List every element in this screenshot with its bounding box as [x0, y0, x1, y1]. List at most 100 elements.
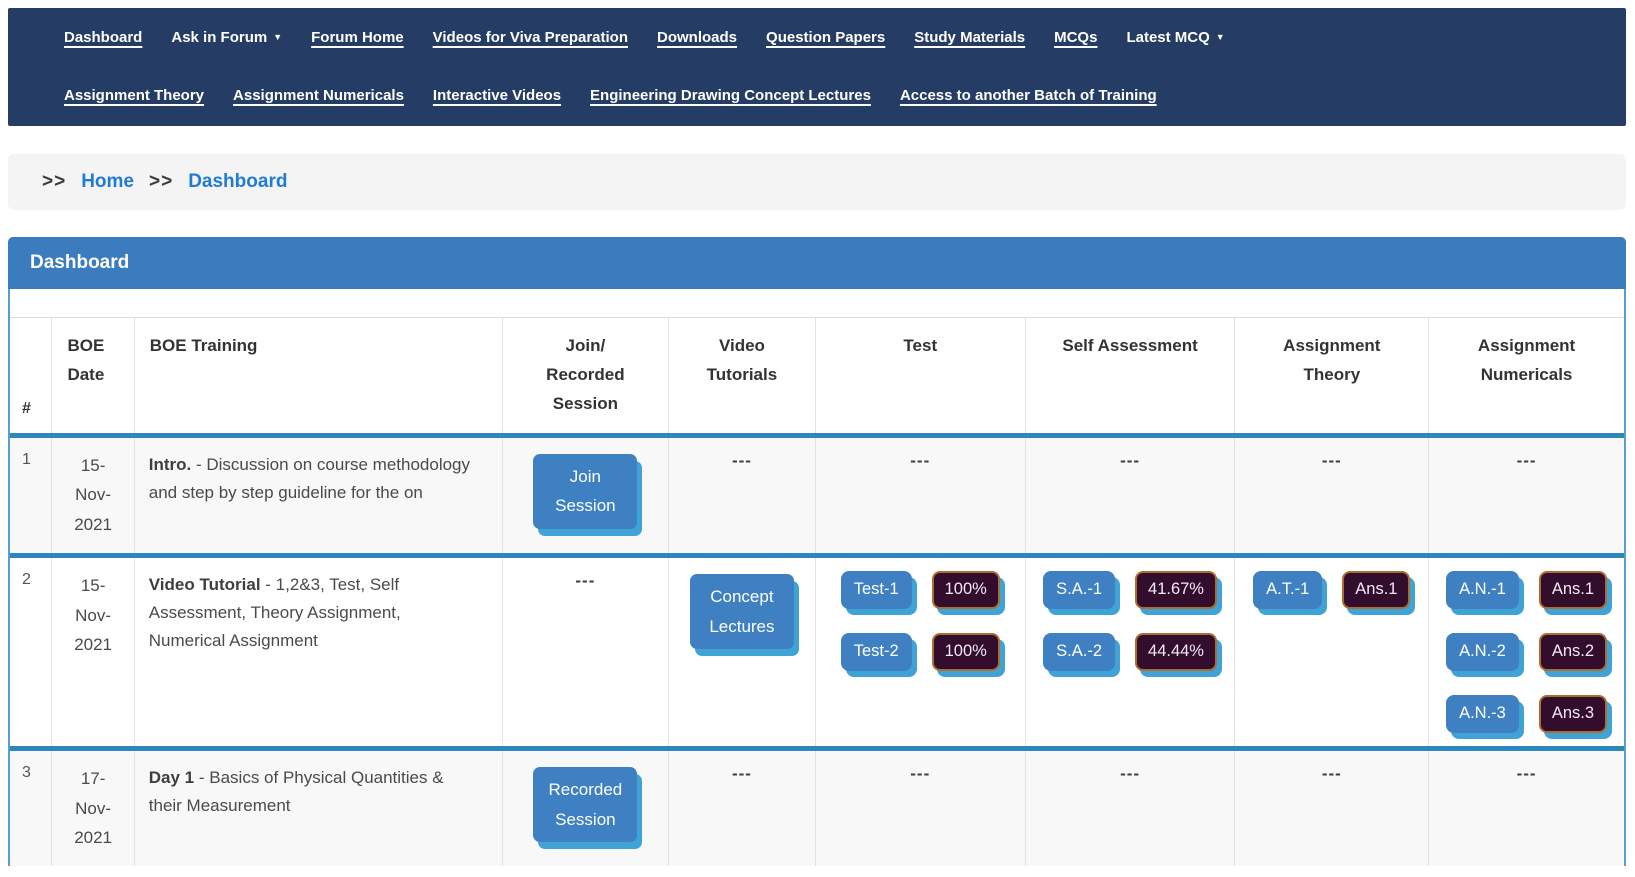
concept-lectures-button[interactable]: Concept Lectures: [689, 573, 794, 650]
assignment-theory-cell: A.T.-1 Ans.1: [1234, 555, 1429, 749]
col-header-boe-training: BOE Training: [133, 317, 503, 436]
col-header-test: Test: [814, 317, 1026, 436]
join-session-button[interactable]: Join Session: [533, 453, 638, 530]
nav-link-label: Videos for Viva Preparation: [432, 29, 629, 46]
training-description: Intro. - Discussion on course methodolog…: [133, 435, 503, 556]
button-pair: A.T.-1 Ans.1: [1243, 570, 1420, 609]
nav-link-assignment-numericals[interactable]: Assignment Numericals: [233, 87, 404, 104]
result-ans-1-button[interactable]: Ans.1: [1342, 570, 1411, 609]
result-41-67-button[interactable]: 41.67%: [1135, 570, 1217, 609]
breadcrumb-link-dashboard[interactable]: Dashboard: [188, 171, 288, 192]
panel-body: # BOE Date BOE Training Join/ Recorded Sess…: [10, 289, 1624, 867]
training-title: Video Tutorial: [148, 574, 261, 594]
button-pair: A.N.-2 Ans.2: [1437, 632, 1616, 671]
assignment-theory-cell: ---: [1234, 435, 1429, 556]
training-detail: - 1,2&3, Test, Self Assessment, Theory A…: [148, 574, 401, 651]
panel-title: Dashboard: [8, 237, 1626, 289]
a-n-2-button[interactable]: A.N.-2: [1446, 632, 1519, 671]
boe-date: 17-Nov-2021: [74, 768, 113, 848]
result-ans-2-button[interactable]: Ans.2: [1538, 632, 1608, 671]
nav-link-dashboard[interactable]: Dashboard: [64, 29, 142, 46]
video-tutorials-cell: ---: [668, 748, 816, 867]
training-description: Day 1 - Basics of Physical Quantities & …: [133, 748, 503, 867]
nav-link-study-materials[interactable]: Study Materials: [914, 29, 1025, 46]
breadcrumb-link-home[interactable]: Home: [81, 171, 134, 192]
button-pair: A.N.-3 Ans.3: [1437, 694, 1616, 733]
boe-date: 15-Nov-2021: [74, 455, 113, 535]
button-pair: S.A.-2 44.44%: [1034, 632, 1227, 671]
nav-link-ask-in-forum[interactable]: Ask in Forum ▼: [171, 29, 282, 46]
button-pair: Test-2 100%: [824, 632, 1017, 671]
nav-link-label: Access to another Batch of Training: [899, 87, 1157, 104]
boe-date: 15-Nov-2021: [74, 575, 113, 655]
a-t-1-button[interactable]: A.T.-1: [1253, 570, 1323, 609]
nav-link-access-to-another-batch-of-training[interactable]: Access to another Batch of Training: [900, 87, 1157, 104]
nav-link-label: Question Papers: [766, 29, 886, 46]
chevron-down-icon: ▼: [273, 32, 283, 42]
a-n-1-button[interactable]: A.N.-1: [1446, 570, 1519, 609]
col-header-video-tutorials: Video Tutorials: [668, 317, 816, 436]
nav-link-assignment-theory[interactable]: Assignment Theory: [64, 87, 204, 104]
table-row: 2 15-Nov-2021 Video Tutorial - 1,2&3, Test…: [10, 555, 1624, 749]
breadcrumb-separator: >>: [149, 171, 174, 192]
nav-link-engineering-drawing-concept-lectures[interactable]: Engineering Drawing Concept Lectures: [590, 87, 871, 104]
s-a-1-button[interactable]: S.A.-1: [1043, 570, 1116, 609]
col-header-assignment-numericals: Assignment Numericals: [1428, 317, 1624, 436]
empty-value: ---: [731, 763, 752, 783]
result-ans-3-button[interactable]: Ans.3: [1538, 694, 1608, 733]
nav-link-interactive-videos[interactable]: Interactive Videos: [433, 87, 561, 104]
col-header-boe-date: BOE Date: [51, 317, 135, 436]
table-header-row: # BOE Date BOE Training Join/ Recorded Sess…: [10, 317, 1624, 436]
test-2-button[interactable]: Test-2: [840, 632, 912, 671]
empty-value: ---: [1120, 763, 1141, 783]
result-ans-1-button[interactable]: Ans.1: [1538, 570, 1608, 609]
session-cell: ---: [501, 555, 669, 749]
nav-link-label: Ask in Forum: [171, 29, 268, 46]
assignment-theory-cell: ---: [1234, 748, 1429, 867]
table-row: 3 17-Nov-2021 Day 1 - Basics of Physical Q…: [10, 748, 1624, 867]
video-tutorials-cell: ---: [668, 435, 816, 556]
session-cell: Recorded Session: [501, 748, 669, 867]
test-1-button[interactable]: Test-1: [840, 570, 912, 609]
table-header: # BOE Date BOE Training Join/ Recorded Sess…: [10, 317, 1624, 436]
boe-date-cell: 17-Nov-2021: [51, 748, 135, 867]
empty-value: ---: [910, 763, 931, 783]
test-cell: ---: [814, 748, 1026, 867]
session-cell: Join Session: [501, 435, 669, 556]
assignment-numericals-cell: A.N.-1 Ans.1 A.N.-2 Ans.2 A.N.-3 Ans.3: [1428, 555, 1624, 749]
nav-link-question-papers[interactable]: Question Papers: [766, 29, 885, 46]
nav-link-label: Downloads: [657, 29, 738, 46]
a-n-3-button[interactable]: A.N.-3: [1446, 694, 1519, 733]
dashboard-panel: Dashboard # BOE Date BOE Training Join/ Rec…: [8, 237, 1626, 867]
nav-link-label: Engineering Drawing Concept Lectures: [590, 87, 871, 104]
navbar-row-primary: Dashboard Ask in Forum ▼ Forum Home Videos f…: [64, 29, 1596, 46]
nav-link-videos-for-viva-preparation[interactable]: Videos for Viva Preparation: [433, 29, 628, 46]
empty-value: ---: [731, 450, 752, 470]
training-detail: - Discussion on course methodology and s…: [148, 454, 471, 502]
nav-link-label: Dashboard: [64, 29, 143, 46]
row-number: 3: [22, 763, 31, 781]
empty-value: ---: [1321, 763, 1342, 783]
empty-value: ---: [575, 570, 596, 590]
result-44-44-button[interactable]: 44.44%: [1135, 632, 1217, 671]
nav-link-label: Interactive Videos: [432, 87, 562, 104]
result-100-button[interactable]: 100%: [931, 570, 1000, 609]
nav-link-downloads[interactable]: Downloads: [657, 29, 737, 46]
test-cell: Test-1 100% Test-2 100%: [814, 555, 1026, 749]
col-header-num: #: [10, 317, 52, 436]
boe-date-cell: 15-Nov-2021: [51, 435, 135, 556]
result-100-button[interactable]: 100%: [931, 632, 1000, 671]
row-number: 2: [22, 570, 31, 588]
chevron-down-icon: ▼: [1215, 32, 1225, 42]
assignment-numericals-cell: ---: [1428, 748, 1624, 867]
nav-link-forum-home[interactable]: Forum Home: [311, 29, 404, 46]
s-a-2-button[interactable]: S.A.-2: [1043, 632, 1116, 671]
navbar-row-secondary: Assignment Theory Assignment Numericals In…: [64, 87, 1596, 104]
nav-link-mcqs[interactable]: MCQs: [1054, 29, 1097, 46]
empty-value: ---: [1120, 450, 1141, 470]
nav-link-label: Assignment Theory: [64, 87, 205, 104]
empty-value: ---: [1516, 763, 1537, 783]
recorded-session-button[interactable]: Recorded Session: [533, 766, 638, 843]
nav-link-latest-mcq[interactable]: Latest MCQ ▼: [1126, 29, 1224, 46]
